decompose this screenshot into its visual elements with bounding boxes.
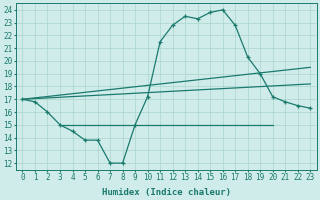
X-axis label: Humidex (Indice chaleur): Humidex (Indice chaleur) — [102, 188, 231, 197]
